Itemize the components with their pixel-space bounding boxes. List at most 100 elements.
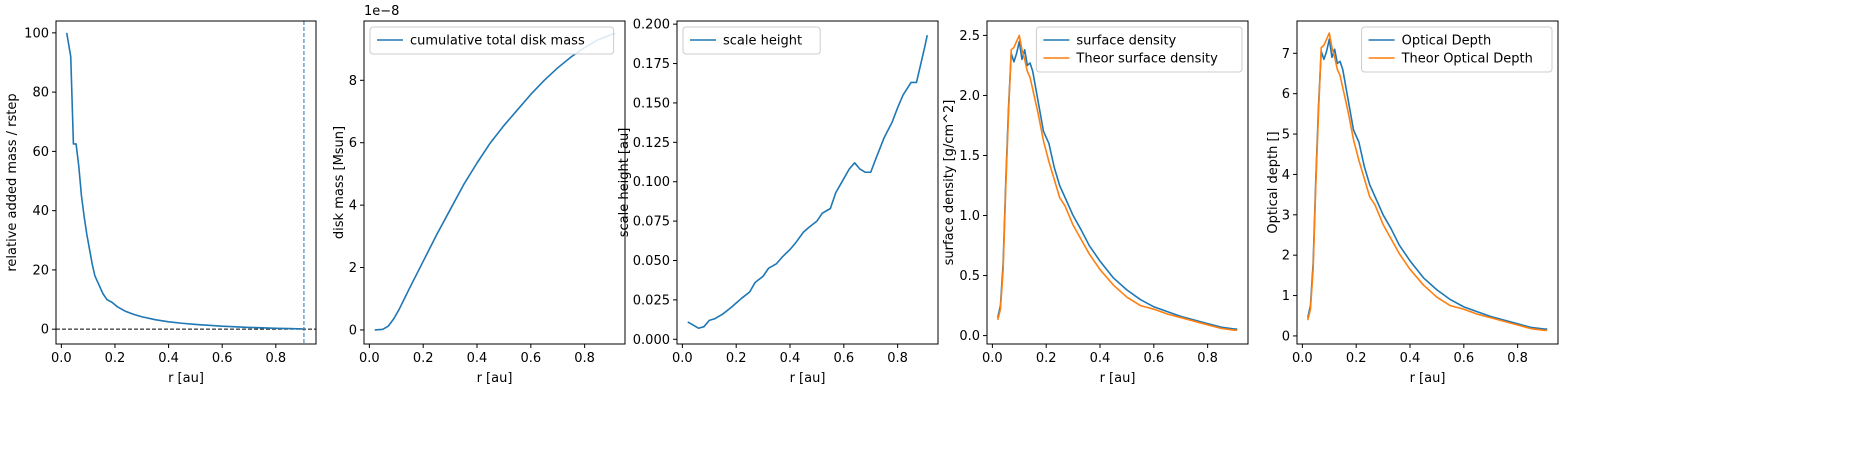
y-tick-label: 6	[349, 136, 357, 151]
y-tick-label: 0.000	[633, 333, 670, 348]
x-tick-label: 0.0	[672, 351, 693, 366]
series-line-2	[996, 34, 1238, 331]
plot-frame	[1296, 20, 1559, 345]
y-tick-label: 1	[1282, 289, 1290, 304]
y-tick-label: 2	[1282, 249, 1290, 264]
y-tick-label: 60	[32, 145, 49, 160]
legend-box	[1035, 26, 1243, 73]
x-tick-label: 0.6	[1143, 351, 1164, 366]
x-tick-label: 0.0	[982, 351, 1003, 366]
plot-frame	[55, 20, 317, 345]
legend-entry: cumulative total disk mass	[410, 34, 585, 49]
y-tick-label: 0.200	[633, 18, 670, 33]
y-tick-label: 0.5	[959, 269, 980, 284]
legend-box	[1361, 26, 1553, 73]
plot-frame	[986, 20, 1249, 345]
legend: scale height	[682, 26, 821, 55]
y-tick-label: 2.0	[959, 89, 980, 104]
subplot-1: 0.0 0.2 0.4 0.6 0.8 0 20 40 60 80 100 r [au] relativ…	[5, 20, 317, 386]
y-tick-label: 0	[349, 323, 357, 338]
x-tick-label: 0.0	[359, 351, 380, 366]
x-tick-label: 0.4	[1090, 351, 1111, 366]
x-tick-label: 0.2	[413, 351, 434, 366]
y-tick-label: 40	[32, 204, 49, 219]
y-tick-label: 2	[349, 261, 357, 276]
legend-box	[369, 26, 615, 55]
plot-frame	[363, 20, 626, 345]
legend-entry: Theor surface density	[1075, 52, 1218, 67]
y-tick-label: 2.5	[959, 29, 980, 44]
x-tick-label: 0.8	[1197, 351, 1218, 366]
legend: cumulative total disk mass	[369, 26, 615, 55]
x-tick-label: 0.4	[780, 351, 801, 366]
subplot-3: 0.0 0.2 0.4 0.6 0.8 0.000 0.025 0.050 0.075 0.100…	[617, 18, 939, 386]
y-tick-label: 20	[32, 263, 49, 278]
y-tick-label: 1.5	[959, 149, 980, 164]
y-tick-label: 4	[1282, 168, 1290, 183]
y-tick-label: 100	[24, 26, 49, 41]
y-axis-label: disk mass [Msun]	[332, 126, 347, 239]
legend-entry: Optical Depth	[1402, 34, 1492, 49]
x-tick-label: 0.8	[887, 351, 908, 366]
y-axis-label: surface density [g/cm^2]	[942, 100, 957, 266]
y-tick-label: 0	[1282, 329, 1290, 344]
subplot-2: 0.0 0.2 0.4 0.6 0.8 0 2 4 6 8 r [au] disk mass [Msu…	[332, 4, 626, 386]
x-tick-label: 0.6	[520, 351, 541, 366]
x-axis-label: r [au]	[790, 371, 826, 386]
y-tick-label: 0	[41, 323, 49, 338]
y-tick-label: 4	[349, 199, 357, 214]
y-tick-label: 0.025	[633, 293, 670, 308]
y-tick-label: 0.125	[633, 136, 670, 151]
x-tick-label: 0.4	[1400, 351, 1421, 366]
y-tick-label: 0.175	[633, 57, 670, 72]
x-axis-label: r [au]	[168, 371, 204, 386]
y-tick-label: 8	[349, 74, 357, 89]
series-line-1	[374, 32, 615, 331]
x-axis-label: r [au]	[1410, 371, 1446, 386]
y-tick-label: 0.050	[633, 254, 670, 269]
legend: surface density Theor surface density	[1035, 26, 1243, 73]
y-tick-label: 1.0	[959, 209, 980, 224]
x-tick-label: 0.0	[51, 351, 72, 366]
x-tick-label: 0.2	[105, 351, 126, 366]
x-tick-label: 0.4	[158, 351, 179, 366]
series-line-1	[65, 32, 303, 330]
x-tick-label: 0.0	[1292, 351, 1313, 366]
x-tick-label: 0.6	[1453, 351, 1474, 366]
legend-entry: surface density	[1076, 34, 1176, 49]
x-axis-label: r [au]	[477, 371, 513, 386]
subplot-4: 0.0 0.2 0.4 0.6 0.8 0.0 0.5 1.0 1.5 2.0 2.5 r [au] s…	[942, 20, 1249, 386]
y-tick-label: 80	[32, 86, 49, 101]
y-axis-label: Optical depth []	[1266, 131, 1281, 233]
y-tick-label: 7	[1282, 47, 1290, 62]
x-tick-label: 0.6	[212, 351, 233, 366]
y-tick-label: 3	[1282, 208, 1290, 223]
y-tick-label: 0.075	[633, 215, 670, 230]
plot-frame	[676, 20, 939, 345]
x-axis-label: r [au]	[1100, 371, 1136, 386]
legend: Optical Depth Theor Optical Depth	[1361, 26, 1553, 73]
y-tick-label: 5	[1282, 128, 1290, 143]
x-tick-label: 0.8	[265, 351, 286, 366]
x-tick-label: 0.8	[1507, 351, 1528, 366]
y-axis-label: relative added mass / rstep	[5, 93, 20, 271]
legend-entry: scale height	[723, 34, 802, 49]
y-tick-label: 0.100	[633, 175, 670, 190]
y-tick-label: 0.150	[633, 96, 670, 111]
y-tick-label: 0.0	[959, 329, 980, 344]
y-offset-text: 1e−8	[364, 4, 399, 19]
subplot-5: 0.0 0.2 0.4 0.6 0.8 0 1 2 3 4 5 6 7 r [au] Optical dep…	[1266, 20, 1559, 386]
y-axis-label: scale height [au]	[617, 128, 632, 238]
y-tick-label: 6	[1282, 87, 1290, 102]
x-tick-label: 0.8	[574, 351, 595, 366]
series-line-1	[687, 35, 929, 330]
x-tick-label: 0.2	[1346, 351, 1367, 366]
x-tick-label: 0.2	[726, 351, 747, 366]
series-line-1	[996, 40, 1238, 330]
x-tick-label: 0.2	[1036, 351, 1057, 366]
x-tick-label: 0.6	[833, 351, 854, 366]
legend-entry: Theor Optical Depth	[1401, 52, 1533, 67]
series-line-1	[1306, 38, 1548, 330]
